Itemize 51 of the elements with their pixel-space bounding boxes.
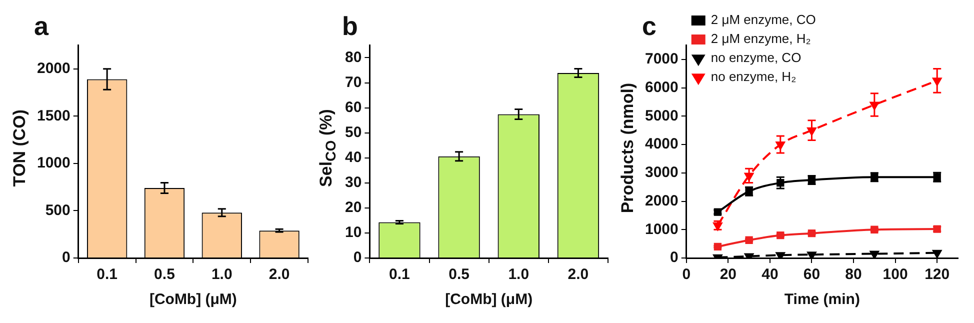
x-tick-label: 0.1 bbox=[389, 266, 410, 284]
y-tick-label: 3000 bbox=[644, 164, 678, 182]
legend-label: no enzyme, H₂ bbox=[710, 69, 796, 84]
x-tick-label: 80 bbox=[845, 266, 862, 284]
x-axis-title: [CoMb] (μM) bbox=[149, 291, 237, 308]
y-tick-label: 1500 bbox=[36, 107, 70, 124]
y-tick-label: 6000 bbox=[644, 78, 678, 96]
x-tick-label: 2.0 bbox=[568, 266, 589, 284]
y-axis-title: Products (nmol) bbox=[618, 82, 638, 214]
y-tick-label: 0 bbox=[62, 249, 70, 266]
y-tick-label: 30 bbox=[344, 174, 362, 192]
x-tick-label: 0.1 bbox=[96, 266, 118, 284]
y-tick-label: 50 bbox=[344, 124, 362, 141]
y-tick-label: 60 bbox=[344, 98, 362, 116]
y-tick-label: 40 bbox=[344, 149, 362, 166]
y-tick-label: 2000 bbox=[644, 192, 678, 210]
x-axis-title: [CoMb] (μM) bbox=[445, 291, 533, 308]
x-tick-label: 0.5 bbox=[448, 266, 470, 284]
point bbox=[932, 250, 942, 258]
y-tick-label: 0 bbox=[353, 249, 362, 266]
x-tick-label: 20 bbox=[720, 266, 736, 284]
y-tick-label: 70 bbox=[344, 74, 362, 91]
x-tick-label: 1.0 bbox=[211, 266, 232, 284]
y-tick-label: 4000 bbox=[644, 136, 678, 153]
legend-label: no enzyme, CO bbox=[710, 50, 802, 66]
y-tick-label: 1000 bbox=[36, 154, 70, 172]
y-tick-label: 5000 bbox=[644, 107, 678, 124]
x-tick-label: 40 bbox=[762, 266, 778, 284]
x-tick-label: 2.0 bbox=[268, 266, 290, 284]
legend-label: 2 μM enzyme, CO bbox=[710, 12, 816, 28]
y-tick-label: 7000 bbox=[644, 50, 678, 68]
x-tick-label: 60 bbox=[803, 266, 820, 284]
y-axis-title: TON (CO) bbox=[10, 109, 30, 187]
x-axis-title: Time (min) bbox=[784, 291, 860, 308]
chart-title: a bbox=[34, 10, 49, 41]
x-tick-label: 0 bbox=[682, 266, 691, 284]
point bbox=[870, 250, 879, 258]
legend-label: 2 μM enzyme, H₂ bbox=[710, 31, 811, 46]
y-tick-label: 80 bbox=[344, 48, 362, 66]
x-tick-label: 0.5 bbox=[154, 266, 175, 284]
y-tick-label: 500 bbox=[45, 202, 70, 219]
y-tick-label: 10 bbox=[344, 224, 362, 242]
chart-title: b bbox=[342, 10, 358, 41]
y-tick-label: 20 bbox=[344, 199, 362, 216]
y-tick-label: 2000 bbox=[36, 60, 70, 77]
y-tick-label: 1000 bbox=[644, 220, 678, 238]
y-tick-label: 0 bbox=[670, 249, 678, 266]
chart-title: c bbox=[642, 10, 656, 41]
x-tick-label: 100 bbox=[882, 266, 908, 284]
x-tick-label: 120 bbox=[924, 266, 950, 284]
x-tick-label: 1.0 bbox=[508, 266, 530, 284]
